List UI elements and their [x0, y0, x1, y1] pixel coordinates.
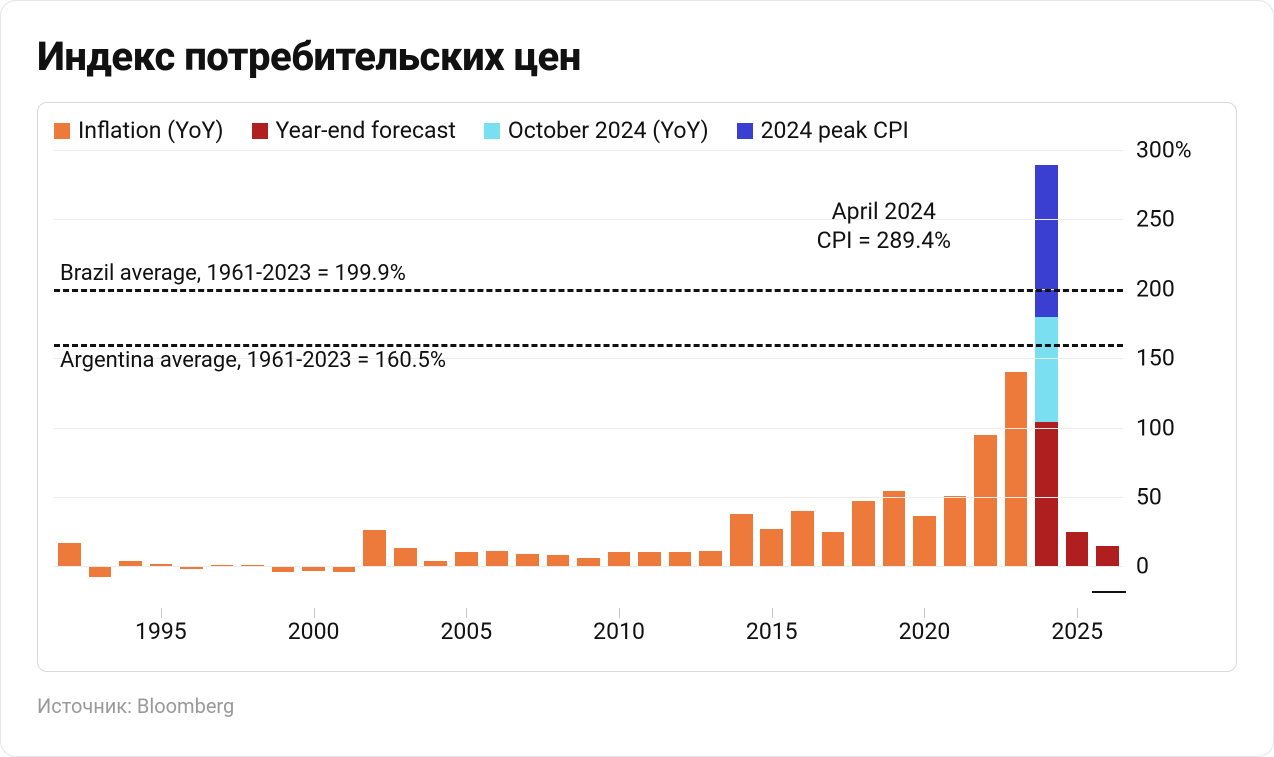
bar-segment-forecast [1096, 546, 1119, 567]
bar-segment-forecast [1066, 532, 1089, 567]
bar-segment-inflation [608, 552, 631, 566]
y-tick-label: 50 [1136, 483, 1162, 510]
reference-line-label: Argentina average, 1961-2023 = 160.5% [58, 348, 448, 373]
source-caption: Источник: Bloomberg [37, 694, 1237, 718]
annotation-peak-cpi: April 2024CPI = 289.4% [817, 198, 951, 256]
bar-segment-inflation [852, 501, 875, 566]
y-axis: 050100150200250300% [1128, 150, 1218, 608]
bar-segment-inflation [58, 543, 81, 567]
legend-item: October 2024 (YoY) [484, 117, 709, 144]
plot-wrap: Brazil average, 1961-2023 = 199.9% Argent… [54, 150, 1218, 646]
bar-segment-inflation [822, 532, 845, 567]
x-tick [619, 608, 620, 618]
y-tick-label: 150 [1136, 345, 1175, 372]
y-baseline-mark [1092, 591, 1126, 593]
x-tick [466, 608, 467, 618]
y-tick-label: 100 [1136, 414, 1175, 441]
page-title: Индекс потребительских цен [37, 33, 1237, 80]
bar-segment-inflation [791, 511, 814, 567]
x-tick-label: 2025 [1051, 618, 1103, 645]
bar-segment-inflation [363, 530, 386, 566]
bar-segment-inflation [730, 514, 753, 567]
x-tick [924, 608, 925, 618]
plot-area: Brazil average, 1961-2023 = 199.9% Argent… [54, 150, 1123, 608]
reference-line [54, 344, 1123, 347]
bar-segment-inflation [516, 554, 539, 566]
legend-label: 2024 peak CPI [761, 117, 909, 144]
legend-label: Year-end forecast [276, 117, 456, 144]
x-tick-label: 2000 [288, 618, 340, 645]
bar-segment-inflation [486, 551, 509, 566]
gridline [54, 219, 1123, 220]
y-tick-label: 250 [1136, 206, 1175, 233]
bar-segment-inflation [883, 491, 906, 566]
y-tick-label: 0 [1136, 553, 1149, 580]
gridline [54, 428, 1123, 429]
reference-line [54, 289, 1123, 292]
y-tick-label: 200 [1136, 275, 1175, 302]
legend: Inflation (YoY) Year-end forecast October … [54, 117, 1218, 144]
bar-segment-peak [1035, 165, 1058, 317]
bar-segment-inflation [394, 548, 417, 566]
gridline [54, 150, 1123, 151]
bar-segment-forecast [1035, 422, 1058, 566]
gridline [54, 497, 1123, 498]
bar-segment-inflation [89, 566, 112, 577]
bar-segment-inflation [669, 552, 692, 566]
x-tick-label: 2015 [746, 618, 798, 645]
bar-segment-inflation [913, 516, 936, 566]
annotation-line: April 2024 [817, 198, 951, 227]
bar-segment-inflation [760, 529, 783, 566]
legend-swatch [54, 123, 70, 139]
chart-frame: Inflation (YoY) Year-end forecast October … [37, 102, 1237, 672]
legend-item: Inflation (YoY) [54, 117, 224, 144]
bar-segment-inflation [944, 496, 967, 567]
annotation-line: CPI = 289.4% [817, 227, 951, 256]
bar-segment-inflation [1005, 372, 1028, 566]
reference-line-label: Brazil average, 1961-2023 = 199.9% [58, 261, 408, 286]
legend-label: October 2024 (YoY) [508, 117, 709, 144]
legend-item: 2024 peak CPI [737, 117, 909, 144]
bar-segment-inflation [974, 435, 997, 567]
legend-swatch [737, 123, 753, 139]
y-tick-label: 300% [1136, 137, 1192, 164]
x-axis: 1995 2000 2005 2010 2015 2020 2025 [54, 608, 1123, 646]
x-tick-label: 2020 [899, 618, 951, 645]
x-tick [314, 608, 315, 618]
bar-segment-inflation [455, 552, 478, 566]
legend-label: Inflation (YoY) [78, 117, 224, 144]
chart-card: Индекс потребительских цен Inflation (Yo… [0, 0, 1274, 757]
gridline [54, 566, 1123, 567]
x-tick-label: 1995 [135, 618, 187, 645]
legend-swatch [252, 123, 268, 139]
x-tick-label: 2005 [440, 618, 492, 645]
bar-segment-inflation [638, 552, 661, 566]
x-tick [772, 608, 773, 618]
x-tick [1077, 608, 1078, 618]
legend-item: Year-end forecast [252, 117, 456, 144]
bar-segment-october [1035, 317, 1058, 422]
bar-segment-inflation [577, 558, 600, 566]
bar-segment-inflation [547, 555, 570, 566]
x-tick-label: 2010 [593, 618, 645, 645]
bar-segment-inflation [699, 551, 722, 566]
legend-swatch [484, 123, 500, 139]
x-tick [161, 608, 162, 618]
